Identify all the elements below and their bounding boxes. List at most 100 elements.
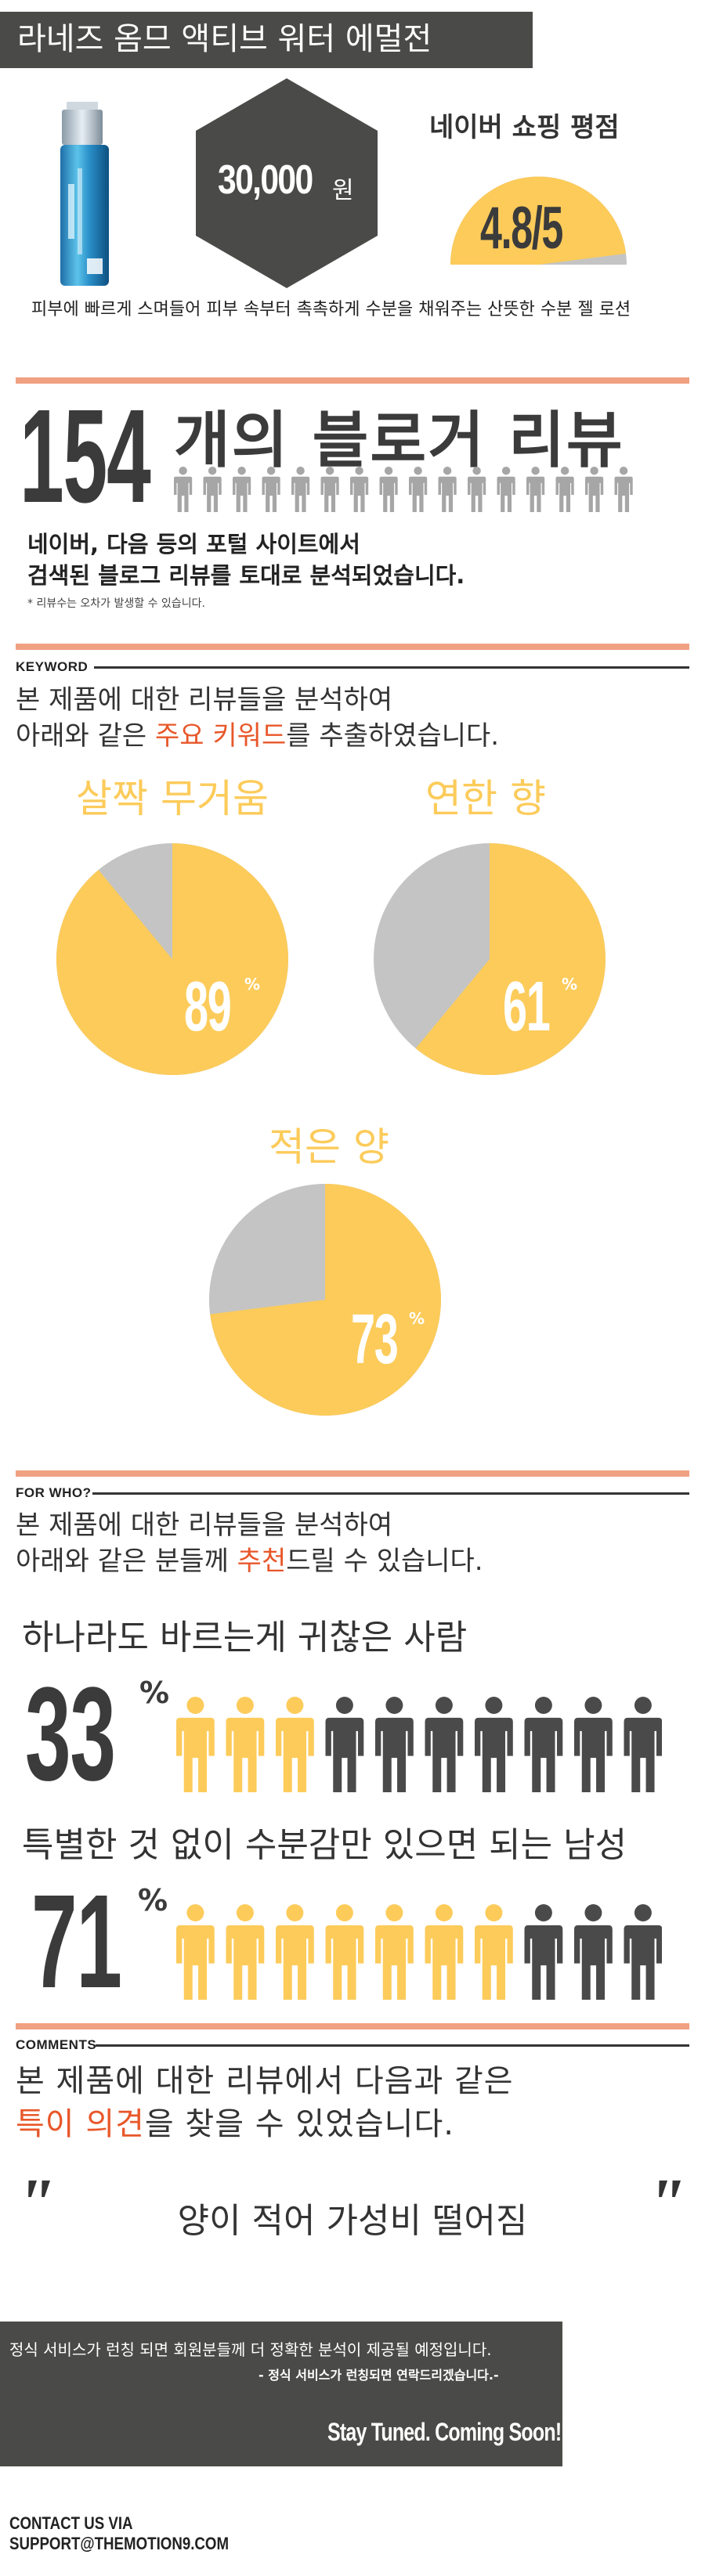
pie-value-slice — [56, 843, 288, 1075]
forwho-group-title-1: 하나라도 바르는게 귀찮은 사람 — [22, 1618, 468, 1658]
pie-label-2: 61 — [503, 968, 551, 1046]
pie-value-slice — [415, 843, 606, 1075]
forwho-percent-2: 71 — [31, 1867, 122, 2016]
pie-label-3: 73 — [351, 1301, 399, 1379]
person-icon — [497, 467, 515, 512]
divider — [16, 377, 689, 384]
open-quote-icon: " — [16, 2165, 55, 2242]
person-icon-highlighted — [276, 1697, 314, 1792]
person-icon — [409, 467, 428, 512]
person-icon — [524, 1697, 563, 1792]
section-rule — [94, 666, 689, 669]
forwho-percent-unit-2: % — [138, 1883, 168, 1918]
keyword-highlight: 주요 키워드 — [155, 720, 287, 752]
forwho-percent-1: 33 — [25, 1660, 116, 1809]
pie-chart-1 — [55, 842, 290, 1077]
title-bar — [0, 12, 533, 68]
person-icon-highlighted — [176, 1697, 215, 1792]
person-icon — [375, 1697, 414, 1792]
pie-unit-3: % — [409, 1309, 425, 1328]
person-icon — [614, 467, 633, 512]
footer-box — [0, 2322, 562, 2466]
comments-section-label: COMMENTS — [16, 2037, 97, 2052]
price-value: 30,000 — [218, 157, 333, 204]
divider — [16, 2023, 689, 2029]
person-icon-highlighted — [226, 1697, 265, 1792]
price-hexagon — [196, 78, 378, 288]
price-number: 30,000 — [218, 157, 313, 203]
person-icon — [574, 1697, 613, 1792]
person-icon — [624, 1697, 662, 1793]
product-image — [43, 98, 129, 294]
contact-label: CONTACT US VIA — [9, 2513, 133, 2533]
person-icon — [425, 1697, 464, 1792]
person-icon-highlighted — [475, 1904, 513, 2000]
footer-line2: - 정식 서비스가 런칭되면 연락드리겠습니다.- — [258, 2368, 499, 2383]
person-icon — [468, 467, 486, 512]
keyword-section-label: KEYWORD — [16, 659, 89, 674]
person-icon-highlighted — [176, 1904, 215, 2000]
person-icon-highlighted — [226, 1904, 265, 2000]
person-icon-highlighted — [276, 1904, 314, 2000]
comments-highlight: 특이 의견 — [16, 2106, 145, 2142]
pie-unit-2: % — [562, 975, 578, 994]
pie-title-2: 연한 향 — [425, 776, 546, 821]
person-icon — [624, 1904, 662, 2001]
rating-title: 네이버 쇼핑 평점 — [429, 112, 620, 143]
review-people-row — [174, 467, 644, 515]
person-icon — [438, 467, 457, 512]
rating-text: 4.8/5 — [480, 195, 563, 262]
page-title: 라네즈 옴므 액티브 워터 에멀전 — [17, 21, 432, 57]
person-icon — [379, 467, 398, 512]
person-icon — [203, 467, 222, 512]
pie-label-1: 89 — [184, 968, 232, 1046]
forwho-intro-line1: 본 제품에 대한 리뷰들을 분석하여 — [16, 1510, 393, 1541]
close-quote-icon: " — [646, 2165, 685, 2242]
review-desc-line2: 검색된 블로그 리뷰를 토대로 분석되었습니다. — [27, 562, 465, 589]
pie-chart-2 — [372, 842, 607, 1077]
contact-email[interactable]: SUPPORT@THEMOTION9.COM — [9, 2534, 230, 2553]
person-icon-highlighted — [375, 1904, 414, 2000]
person-icon — [325, 1697, 364, 1792]
person-icon — [526, 467, 545, 512]
footer-line1: 정식 서비스가 런칭 되면 회원분들께 더 정확한 분석이 제공될 예정입니다. — [9, 2340, 492, 2359]
forwho-people-row-1 — [176, 1695, 662, 1797]
pie-unit-1: % — [244, 975, 261, 994]
divider — [16, 1470, 689, 1477]
pie-chart-3 — [208, 1182, 443, 1417]
comments-intro-line1: 본 제품에 대한 리뷰에서 다음과 같은 — [16, 2063, 514, 2099]
person-icon — [574, 1904, 613, 2000]
gauge-fill — [450, 176, 627, 265]
section-rule — [92, 1492, 689, 1495]
person-icon-highlighted — [425, 1904, 464, 2000]
person-icon — [320, 467, 339, 512]
section-rule — [96, 2044, 689, 2047]
review-note: * 리뷰수는 오차가 발생할 수 있습니다. — [27, 597, 205, 610]
forwho-highlight: 추천 — [237, 1546, 287, 1577]
forwho-intro-line2: 아래와 같은 분들께 추천드릴 수 있습니다. — [16, 1546, 483, 1577]
review-desc-line1: 네이버, 다음 등의 포털 사이트에서 — [27, 531, 360, 557]
keyword-intro-line2: 아래와 같은 주요 키워드를 추출하였습니다. — [16, 720, 500, 752]
price-unit: 원 — [332, 177, 354, 204]
person-icon — [291, 467, 310, 512]
person-icon — [555, 467, 574, 512]
forwho-people-row-2 — [176, 1903, 662, 2004]
forwho-section-label: FOR WHO? — [16, 1485, 92, 1500]
person-icon — [524, 1904, 563, 2000]
person-icon — [174, 467, 193, 512]
comments-intro-line2: 특이 의견을 찾을 수 있었습니다. — [16, 2106, 454, 2142]
review-count: 154 — [20, 382, 151, 531]
pie-title-1: 살짝 무거움 — [76, 776, 269, 821]
pie-title-3: 적은 양 — [269, 1124, 389, 1170]
person-icon — [585, 467, 604, 512]
rating-gauge — [450, 172, 627, 265]
comment-quote: 양이 적어 가성비 떨어짐 — [177, 2201, 528, 2241]
person-icon — [262, 467, 280, 512]
forwho-group-title-2: 특별한 것 없이 수분감만 있으면 되는 남성 — [22, 1825, 627, 1865]
product-description: 피부에 빠르게 스며들어 피부 속부터 촉촉하게 수분을 채워주는 산뜻한 수분… — [31, 300, 631, 319]
person-icon — [350, 467, 369, 512]
forwho-percent-unit-1: % — [139, 1676, 170, 1710]
person-icon — [233, 467, 251, 512]
divider — [16, 644, 689, 650]
footer-tagline: Stay Tuned. Coming Soon! — [327, 2418, 562, 2446]
